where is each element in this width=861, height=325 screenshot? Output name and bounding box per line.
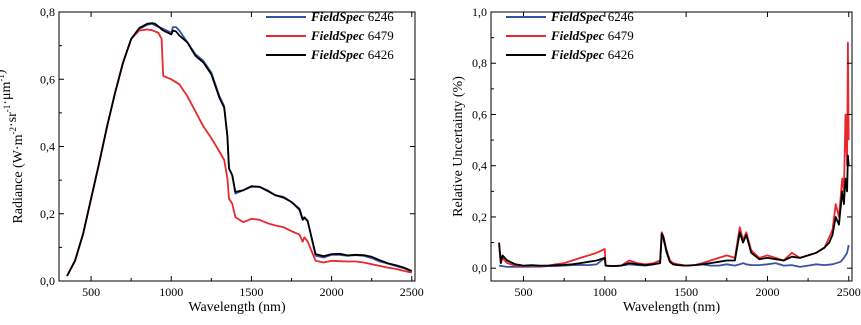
- legend-label: FieldSpec 6246: [550, 9, 634, 24]
- y-axis-title-part: sr: [5, 112, 20, 122]
- y-axis-title-part: ·: [11, 145, 26, 150]
- legend-label-italic: FieldSpec: [550, 9, 605, 24]
- x-tick-label: 1500: [674, 285, 698, 299]
- y-tick-label: 0,8: [472, 56, 487, 70]
- y-tick-label: 0,8: [40, 5, 55, 19]
- legend-label: FieldSpec 6426: [310, 47, 394, 62]
- legend-label: FieldSpec 6246: [310, 9, 394, 24]
- legend-label: FieldSpec 6426: [550, 47, 634, 62]
- x-tick-label: 2000: [755, 285, 779, 299]
- x-tick-label: 1500: [239, 285, 263, 299]
- legend-label-italic: FieldSpec: [550, 47, 605, 62]
- y-axis-title-exponent: -1: [2, 105, 12, 113]
- x-tick-label: 2000: [320, 285, 344, 299]
- y-axis-title-part: Radiance (W: [11, 149, 26, 223]
- x-tick-label: 2500: [400, 285, 424, 299]
- y-tick-label: 0,4: [472, 159, 487, 173]
- y-tick-label: 1,0: [472, 5, 487, 19]
- y-axis-title-exponent: -1: [0, 74, 6, 82]
- y-axis-title-exponent: -2: [8, 127, 18, 135]
- x-tick-label: 500: [515, 285, 533, 299]
- y-tick-label: 0,6: [472, 107, 487, 121]
- y-axis-title-part: ·: [5, 122, 20, 127]
- y-tick-label: 0,0: [40, 274, 55, 288]
- legend-label-number: 6479: [604, 28, 633, 43]
- series-line-6479: [498, 41, 850, 268]
- y-axis-title-part: ): [0, 69, 8, 74]
- x-axis-title: Wavelength (nm): [623, 300, 721, 315]
- y-axis-title: Radiance (W·m-2·sr-1·μm-1): [0, 69, 26, 223]
- plot-frame: [490, 11, 853, 282]
- y-axis-title-part: μm: [0, 82, 14, 101]
- legend-label: FieldSpec 6479: [310, 28, 394, 43]
- legend-label-number: 6426: [604, 47, 634, 62]
- y-axis-title-part: ·: [0, 100, 14, 105]
- x-tick-label: 1000: [593, 285, 617, 299]
- y-tick-label: 0,2: [472, 210, 487, 224]
- legend-label-number: 6479: [364, 28, 393, 43]
- x-tick-label: 2500: [837, 285, 861, 299]
- legend-label-italic: FieldSpec: [310, 47, 365, 62]
- y-axis-title-part: m: [11, 134, 26, 145]
- series-line-6426: [66, 22, 413, 277]
- relative-uncertainty-chart: 500 1000 1500 2000 2500 0,0 0,2 0,4 0,6 0,8 1,0 Wav…: [451, 5, 861, 315]
- series-group: [66, 22, 413, 277]
- legend-label-number: 6246: [604, 9, 634, 24]
- legend-label-italic: FieldSpec: [310, 9, 365, 24]
- legend-label: FieldSpec 6479: [550, 28, 634, 43]
- series-group: [498, 41, 850, 268]
- legend-label-italic: FieldSpec: [310, 28, 365, 43]
- y-tick-label: 0,4: [40, 140, 55, 154]
- radiance-chart: 500 1000 1500 2000 2500 0,0 0,2 0,4 0,6 0,8 Wavele…: [0, 5, 424, 315]
- y-axis-title: Relative Uncertainty (%): [451, 76, 466, 217]
- legend-label-italic: FieldSpec: [550, 28, 605, 43]
- series-line-6426: [498, 154, 850, 268]
- legend-label-number: 6426: [364, 47, 394, 62]
- x-tick-label: 500: [82, 285, 100, 299]
- x-axis-title: Wavelength (nm): [188, 300, 286, 315]
- y-tick-label: 0,6: [40, 72, 55, 86]
- series-line-6479: [66, 28, 412, 277]
- y-tick-label: 0,0: [472, 261, 487, 275]
- y-tick-label: 0,2: [40, 207, 55, 221]
- x-tick-label: 1000: [159, 285, 183, 299]
- legend-label-number: 6246: [364, 9, 394, 24]
